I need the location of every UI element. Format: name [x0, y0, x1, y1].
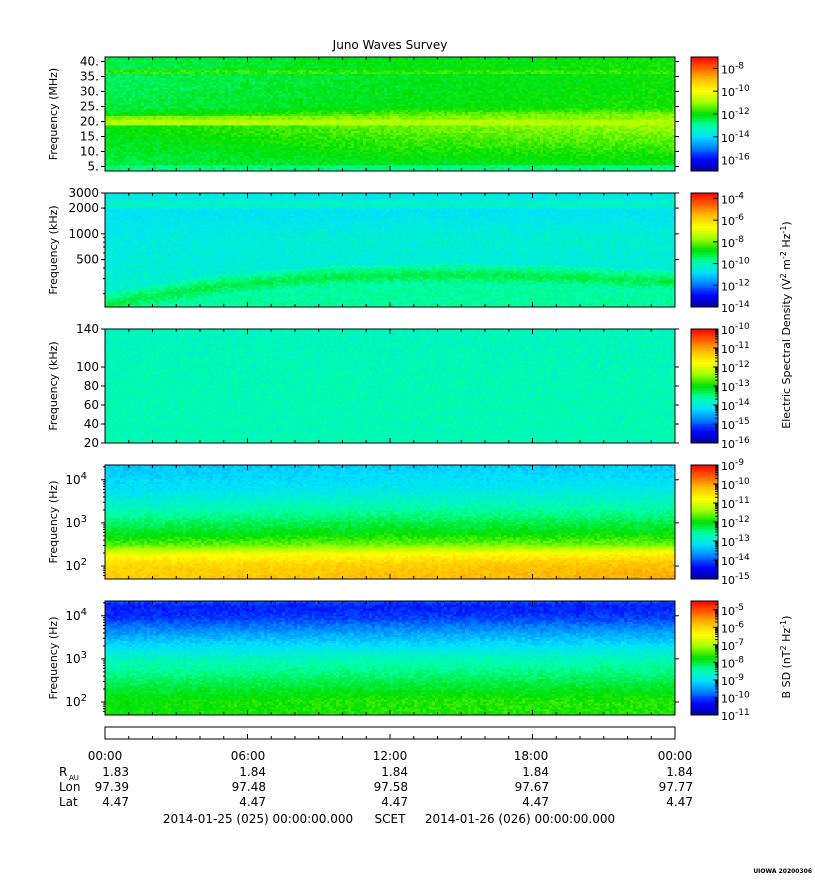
chart-title: Juno Waves Survey	[332, 38, 448, 52]
heatmap-cells	[105, 57, 675, 171]
panels: 40.35.30.25.20.15.10.5.Frequency (MHz) 10…	[47, 55, 750, 724]
panel-hfr-high: 40.35.30.25.20.15.10.5.Frequency (MHz) 10…	[47, 55, 750, 174]
